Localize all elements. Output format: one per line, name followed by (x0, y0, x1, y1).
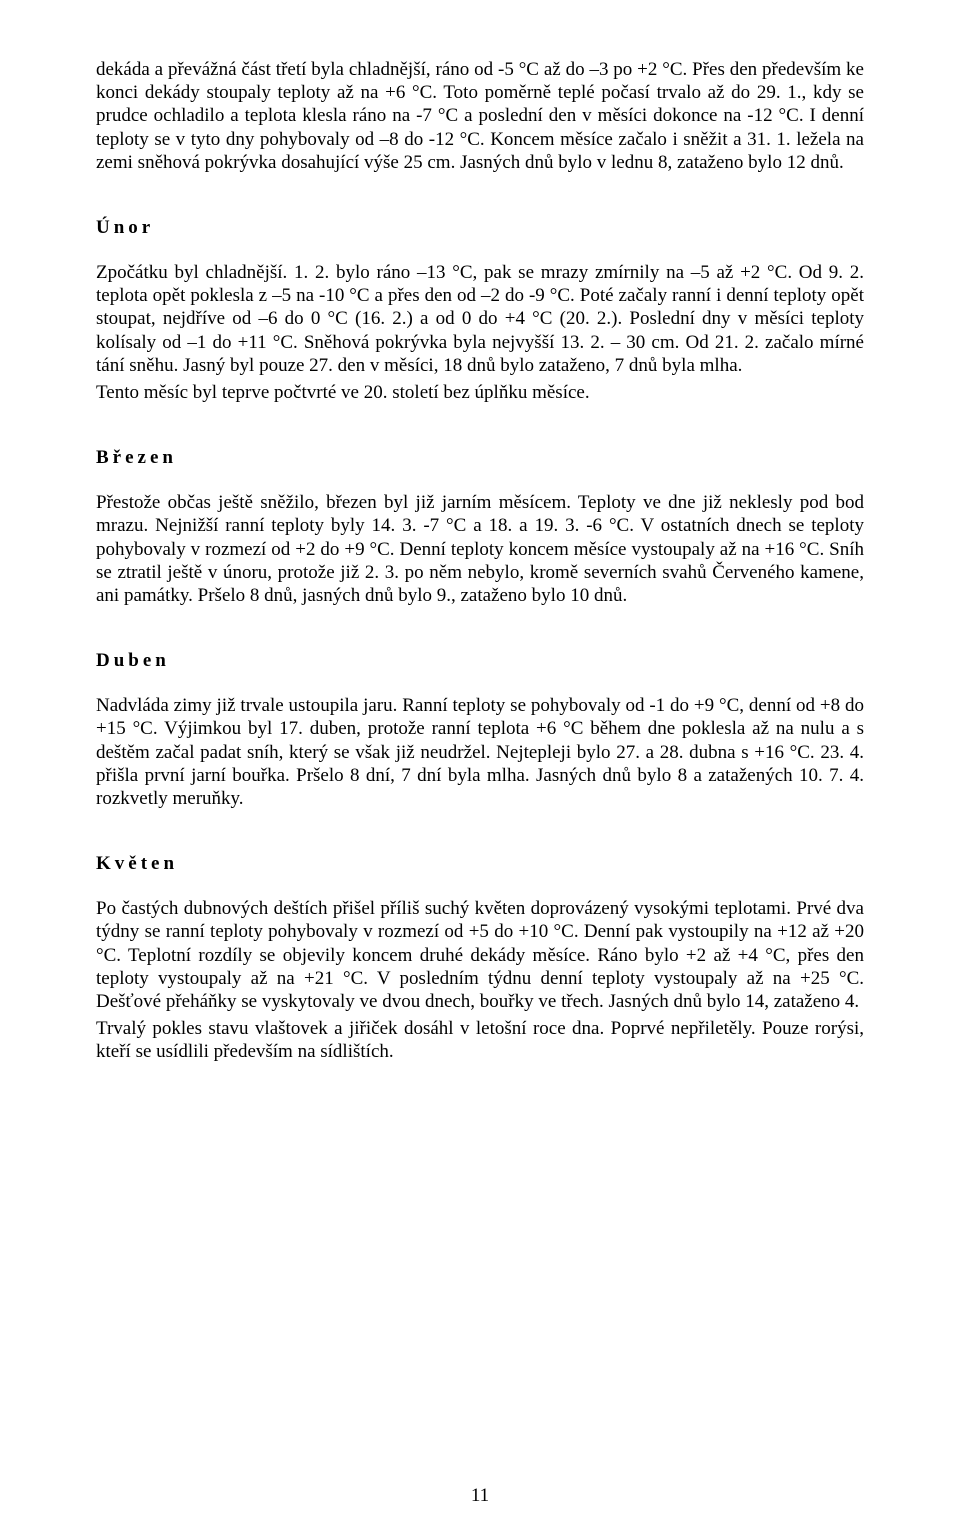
heading-kveten: Květen (96, 852, 864, 875)
kveten-paragraph-1: Po častých dubnových deštích přišel příl… (96, 897, 864, 1013)
heading-duben: Duben (96, 649, 864, 672)
heading-brezen: Březen (96, 446, 864, 469)
unor-paragraph-1: Zpočátku byl chladnější. 1. 2. bylo ráno… (96, 261, 864, 377)
intro-paragraph: dekáda a převážná část třetí byla chladn… (96, 58, 864, 174)
document-page: dekáda a převážná část třetí byla chladn… (0, 0, 960, 1537)
heading-unor: Únor (96, 216, 864, 239)
duben-paragraph: Nadvláda zimy již trvale ustoupila jaru.… (96, 694, 864, 810)
kveten-paragraph-2: Trvalý pokles stavu vlaštovek a jiřiček … (96, 1017, 864, 1063)
brezen-paragraph: Přestože občas ještě sněžilo, březen byl… (96, 491, 864, 607)
unor-paragraph-2: Tento měsíc byl teprve počtvrté ve 20. s… (96, 381, 864, 404)
page-number: 11 (0, 1484, 960, 1507)
